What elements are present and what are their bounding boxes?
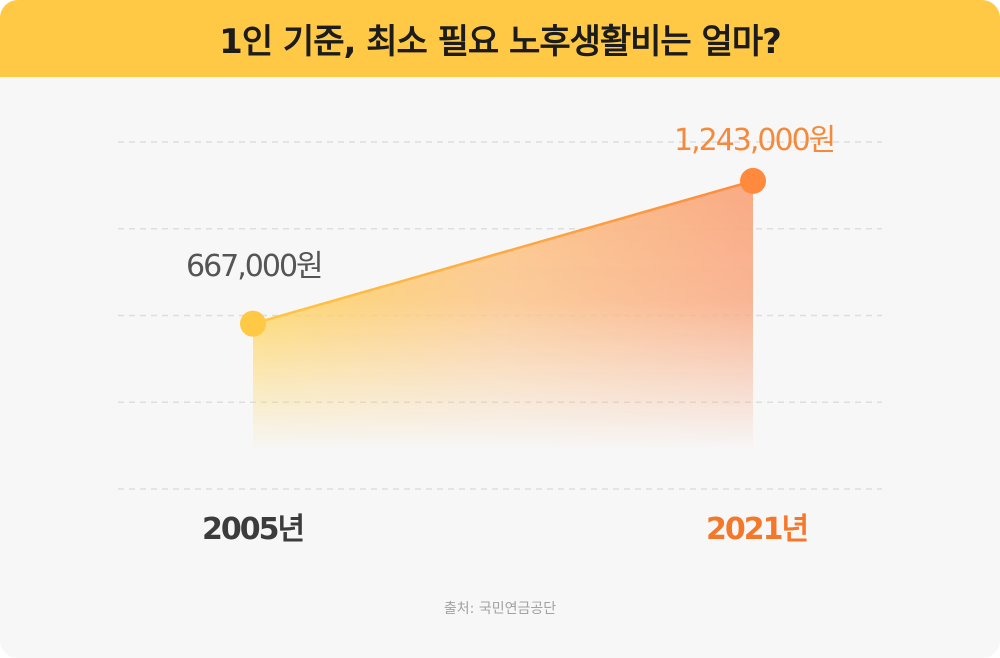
data-point-2005 xyxy=(240,310,266,337)
title-banner: 1인 기준, 최소 필요 노후생활비는 얼마? xyxy=(0,0,1000,77)
page-title: 1인 기준, 최소 필요 노후생활비는 얼마? xyxy=(219,22,782,62)
series-line xyxy=(252,179,754,325)
area-fill xyxy=(253,180,753,449)
data-label-2021: 1,243,000원 xyxy=(674,123,836,158)
x-label-2005: 2005년 xyxy=(202,512,305,547)
source-note: 출처: 국민연금공단 xyxy=(443,601,557,617)
data-label-2005: 667,000원 xyxy=(186,249,324,284)
data-point-2021 xyxy=(740,167,766,194)
x-label-2021: 2021년 xyxy=(706,512,809,547)
